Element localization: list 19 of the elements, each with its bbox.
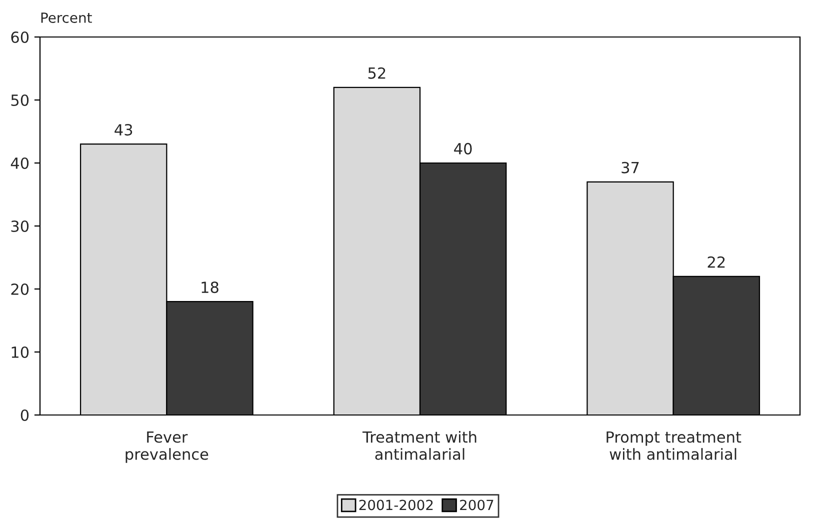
- y-tick-label: 20: [11, 283, 29, 296]
- y-tick-label: 10: [12, 346, 29, 358]
- data-label: 43: [114, 124, 132, 136]
- data-label: 37: [622, 162, 639, 174]
- y-tick-label: 60: [11, 31, 29, 44]
- data-label: 18: [202, 282, 218, 294]
- y-tick-label: 40: [10, 157, 29, 170]
- x-tick-label: Fever prevalence: [126, 431, 208, 463]
- x-tick-label: Treatment with antimalarial: [362, 430, 476, 460]
- data-label: 52: [368, 67, 386, 79]
- x-tick-label: Prompt treatment with antimalarial: [606, 431, 742, 460]
- legend-label: 2001-2002: [359, 500, 433, 510]
- y-tick-label: 50: [11, 94, 29, 106]
- y-axis-title: Percent: [41, 12, 92, 23]
- y-tick-label: 0: [20, 409, 29, 422]
- legend-label: 2007: [460, 500, 494, 510]
- data-label: 40: [454, 142, 472, 154]
- y-tick-label: 30: [11, 220, 29, 232]
- data-label: 22: [708, 256, 725, 268]
